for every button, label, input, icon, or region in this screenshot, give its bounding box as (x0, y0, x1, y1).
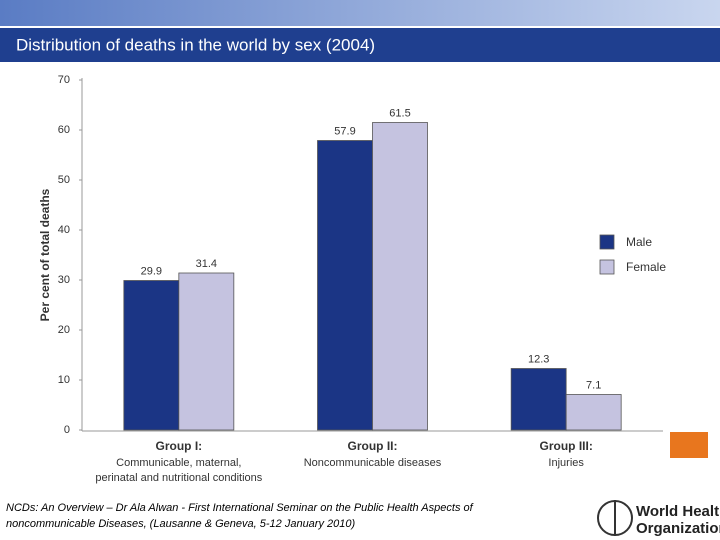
legend-label: Female (626, 260, 666, 274)
y-tick-label: 70 (58, 74, 70, 86)
value-label: 29.9 (141, 265, 162, 277)
y-tick-label: 50 (58, 174, 70, 186)
bar (565, 394, 622, 431)
y-tick-label: 40 (58, 224, 70, 236)
chart-title: Distribution of deaths in the world by s… (16, 35, 375, 54)
bar (510, 368, 567, 431)
y-tick-label: 30 (58, 274, 70, 286)
category-note: perinatal and nutritional conditions (95, 472, 262, 484)
x-tick-label: Group II: (348, 439, 398, 453)
category-note: Communicable, maternal, (116, 457, 241, 469)
title-bar (0, 28, 720, 62)
value-label: 7.1 (586, 379, 601, 391)
y-tick-label: 0 (64, 424, 70, 436)
bar (178, 272, 235, 431)
value-label: 61.5 (389, 107, 410, 119)
legend-swatch (599, 259, 615, 275)
category-note: Injuries (548, 457, 584, 469)
value-label: 31.4 (196, 258, 217, 270)
bar (123, 280, 180, 431)
logo-text: Organization (636, 520, 720, 537)
logo-box (670, 432, 708, 458)
category-note: Noncommunicable diseases (304, 457, 442, 469)
bar (372, 122, 428, 431)
y-axis-label: Per cent of total deaths (38, 188, 52, 321)
value-label: 12.3 (528, 353, 549, 365)
legend-swatch (599, 234, 615, 250)
citation: noncommunicable Diseases, (Lausanne & Ge… (6, 518, 355, 530)
x-tick-label: Group I: (155, 439, 202, 453)
bar (317, 140, 373, 431)
x-tick-label: Group III: (540, 439, 593, 453)
logo-text: World Health (636, 503, 720, 520)
value-label: 57.9 (334, 125, 355, 137)
header-band (0, 0, 720, 26)
y-tick-label: 10 (58, 374, 70, 386)
citation: NCDs: An Overview – Dr Ala Alwan - First… (6, 502, 474, 514)
y-tick-label: 60 (58, 124, 70, 136)
y-tick-label: 20 (58, 324, 70, 336)
legend-label: Male (626, 235, 652, 249)
